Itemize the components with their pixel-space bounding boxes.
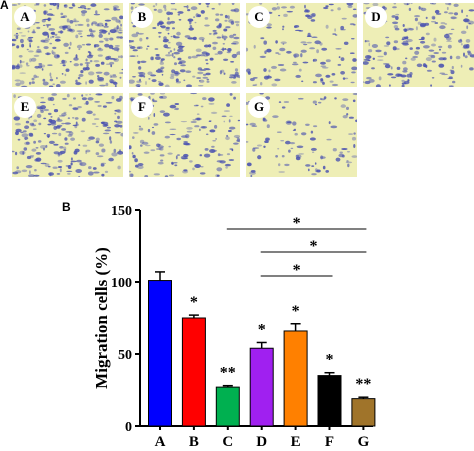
y-ticks: 0 50 100 150 [111,204,140,435]
bar-e [283,330,308,427]
cell-stain-texture [129,3,240,87]
micrograph-b: B [129,3,240,87]
significance-marker: * [326,352,334,369]
significance-marker: * [292,303,300,320]
significance-marker: * [258,321,266,338]
micrograph-e: E [12,93,123,177]
micrograph-label: A [14,6,36,28]
micrograph-a: A [12,3,123,87]
micrograph-label: C [248,6,270,28]
cell-stain-texture [363,3,474,87]
micrograph-c: C [246,3,357,87]
bar-a [148,280,172,427]
panel-b-letter: B [62,200,71,214]
cell-stain-texture [129,93,240,177]
x-tick-labels: A B C D E F G [155,426,370,450]
y-axis-label: Migration cells (%) [92,247,111,389]
x-tick-label: E [291,434,301,450]
bar-g [351,398,376,427]
cell-stain-texture [246,3,357,87]
significance-marker: ** [355,376,371,393]
x-tick-label: G [358,434,370,450]
significance-marker: * [190,294,198,311]
bar-b [181,317,206,427]
micrograph-f: F [129,93,240,177]
bar-d [249,347,274,427]
x-tick-label: D [256,434,267,450]
significance-annotations: *********** [190,215,372,393]
y-tick-label: 100 [111,276,132,291]
y-tick-label: 150 [111,204,132,219]
micrograph-d: D [363,3,474,87]
micrograph-g: G [246,93,357,177]
panel-a-letter: A [0,0,9,12]
bar-f [317,375,342,427]
micrograph-label: B [131,6,153,28]
y-tick-label: 0 [125,420,132,435]
x-tick-label: B [189,434,199,450]
comparison-marker: * [310,238,318,255]
cell-stain-texture [12,3,123,87]
bar-c [215,386,240,427]
bars-group [148,271,376,427]
cell-stain-texture [246,93,357,177]
significance-marker: ** [220,365,236,382]
x-tick-label: F [325,434,334,450]
micrograph-label: F [131,96,153,118]
micrograph-label: E [14,96,36,118]
y-tick-label: 50 [118,348,132,363]
comparison-marker: * [293,262,301,279]
micrograph-label: G [248,96,270,118]
comparison-marker: * [293,215,301,232]
micrograph-label: D [365,6,387,28]
x-tick-label: C [222,434,233,450]
x-tick-label: A [155,434,166,450]
